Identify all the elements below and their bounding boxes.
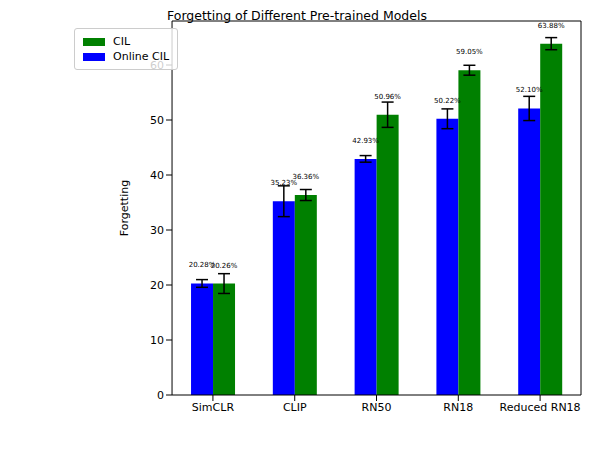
svg-text:Reduced RN18: Reduced RN18: [500, 401, 581, 414]
svg-text:20: 20: [150, 279, 164, 292]
svg-text:60: 60: [150, 59, 164, 72]
svg-text:0: 0: [157, 389, 164, 402]
svg-text:50.96%: 50.96%: [374, 93, 401, 101]
svg-text:30: 30: [150, 224, 164, 237]
svg-text:52.10%: 52.10%: [516, 86, 543, 94]
svg-text:CLIP: CLIP: [283, 401, 307, 414]
svg-text:50.22%: 50.22%: [434, 97, 461, 105]
svg-text:RN50: RN50: [362, 401, 392, 414]
svg-text:42.93%: 42.93%: [352, 137, 379, 145]
svg-text:59.05%: 59.05%: [456, 48, 483, 56]
svg-text:40: 40: [150, 169, 164, 182]
svg-text:RN18: RN18: [443, 401, 473, 414]
svg-text:20.26%: 20.26%: [211, 262, 238, 270]
svg-text:63.88%: 63.88%: [538, 22, 565, 30]
svg-text:36.36%: 36.36%: [292, 173, 319, 181]
svg-text:50: 50: [150, 114, 164, 127]
svg-text:SimCLR: SimCLR: [192, 401, 235, 414]
svg-text:Forgetting: Forgetting: [118, 180, 131, 236]
svg-text:10: 10: [150, 334, 164, 347]
